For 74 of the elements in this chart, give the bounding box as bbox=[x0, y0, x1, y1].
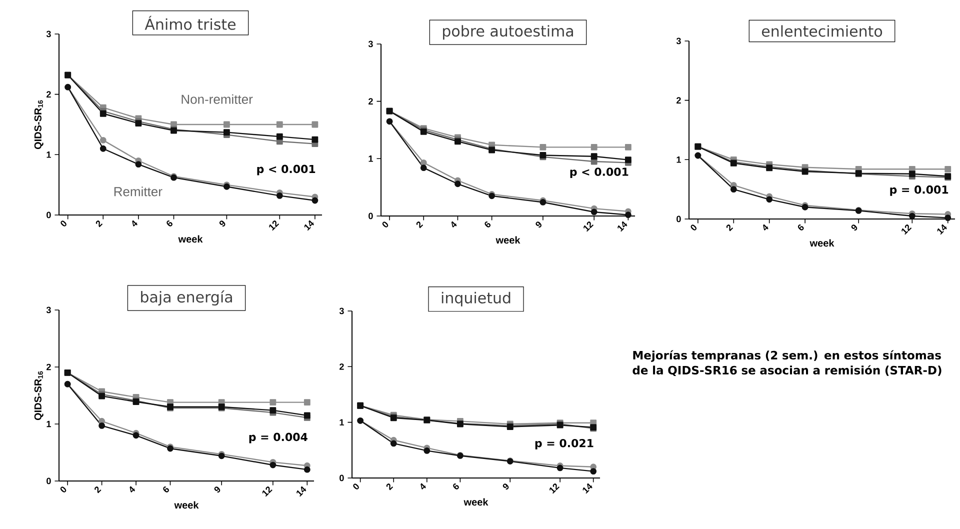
x-tick-label: 6 bbox=[484, 222, 491, 228]
x-tick-label: 9 bbox=[536, 222, 542, 228]
x-axis-title: week bbox=[178, 235, 203, 243]
x-axis-title: week bbox=[496, 236, 520, 244]
y-tick-label: 3 bbox=[339, 308, 344, 314]
y-tick-label: 1 bbox=[46, 420, 51, 428]
x-tick-label: 6 bbox=[166, 220, 172, 226]
annotation: p = 0.001 bbox=[890, 185, 948, 196]
y-tick-label: 0 bbox=[340, 474, 344, 482]
x-tick-label: 4 bbox=[451, 221, 457, 228]
x-tick-label: 4 bbox=[130, 486, 136, 492]
y-tick-label: 2 bbox=[676, 97, 681, 104]
annotation: p = 0.004 bbox=[249, 432, 308, 444]
text: Mejorías tempranas (2 sem.) en estos síntomas de la QIDS-SR16 se asocian a remisión (STAR-D) bbox=[632, 350, 942, 376]
x-tick-label: 14 bbox=[582, 483, 592, 494]
x-tick-label: 14 bbox=[937, 224, 947, 235]
x-tick-label: 12 bbox=[584, 222, 594, 232]
x-tick-label: 9 bbox=[219, 220, 226, 227]
y-axis-title: QIDS-SR$_{16}$ bbox=[34, 371, 44, 420]
x-tick-label: 0 bbox=[690, 224, 697, 230]
x-tick-label: 6 bbox=[163, 486, 169, 492]
annotation: p < 0.001 bbox=[257, 164, 316, 176]
y-tick-label: 1 bbox=[368, 156, 373, 162]
chart-title: enlentecimiento bbox=[762, 25, 882, 37]
x-tick-label: 9 bbox=[851, 224, 858, 231]
x-tick-label: 4 bbox=[420, 483, 426, 490]
chart-title: inquietud bbox=[442, 292, 510, 306]
y-tick-label: 1 bbox=[46, 152, 51, 158]
y-tick-label: 2 bbox=[46, 364, 51, 370]
x-axis-title: week bbox=[174, 501, 199, 509]
x-tick-label: 0 bbox=[60, 220, 66, 226]
y-tick-label: 1 bbox=[340, 419, 344, 426]
x-tick-label: 2 bbox=[96, 220, 103, 228]
y-tick-label: 0 bbox=[368, 212, 373, 220]
x-tick-label: 6 bbox=[453, 484, 459, 490]
x-tick-label: 12 bbox=[549, 484, 560, 494]
annotation: Non-remitter bbox=[182, 94, 253, 104]
x-tick-label: 12 bbox=[269, 220, 280, 231]
y-tick-label: 1 bbox=[676, 156, 681, 163]
y-tick-label: 3 bbox=[46, 30, 51, 38]
y-tick-label: 2 bbox=[46, 91, 51, 98]
x-tick-label: 4 bbox=[763, 224, 768, 230]
y-tick-label: 2 bbox=[368, 98, 373, 104]
chart-title: baja energía bbox=[141, 290, 232, 306]
y-tick-label: 3 bbox=[368, 40, 373, 48]
x-tick-label: 9 bbox=[214, 486, 220, 493]
x-tick-label: 0 bbox=[60, 486, 66, 492]
x-tick-label: 4 bbox=[132, 220, 138, 226]
x-tick-label: 14 bbox=[618, 221, 628, 232]
y-tick-label: 3 bbox=[46, 306, 51, 314]
x-tick-label: 0 bbox=[382, 222, 388, 228]
annotation: Remitter bbox=[114, 186, 162, 196]
x-tick-label: 6 bbox=[798, 224, 804, 230]
y-axis-title: QIDS-SR$_{16}$ bbox=[34, 100, 44, 150]
x-tick-label: 14 bbox=[296, 486, 306, 497]
annotation: p < 0.001 bbox=[570, 168, 628, 178]
x-axis-title: week bbox=[810, 239, 834, 247]
x-tick-label: 2 bbox=[416, 222, 424, 228]
x-tick-label: 14 bbox=[304, 220, 314, 231]
y-tick-label: 0 bbox=[46, 212, 51, 218]
y-tick-label: 2 bbox=[340, 364, 344, 370]
y-tick-label: 0 bbox=[46, 478, 51, 484]
annotation: p = 0.021 bbox=[535, 438, 594, 450]
x-tick-label: 2 bbox=[94, 486, 102, 494]
x-tick-label: 12 bbox=[262, 486, 272, 497]
x-axis-title: week bbox=[464, 498, 488, 506]
x-tick-label: 0 bbox=[353, 484, 359, 490]
x-tick-label: 12 bbox=[902, 224, 912, 235]
chart-title: pobre autoestima bbox=[443, 25, 573, 40]
chart-title: Ánimo triste bbox=[144, 16, 236, 30]
x-tick-label: 2 bbox=[386, 484, 394, 490]
x-tick-label: 2 bbox=[726, 224, 734, 232]
x-tick-label: 9 bbox=[502, 484, 509, 490]
y-tick-label: 3 bbox=[676, 38, 681, 44]
